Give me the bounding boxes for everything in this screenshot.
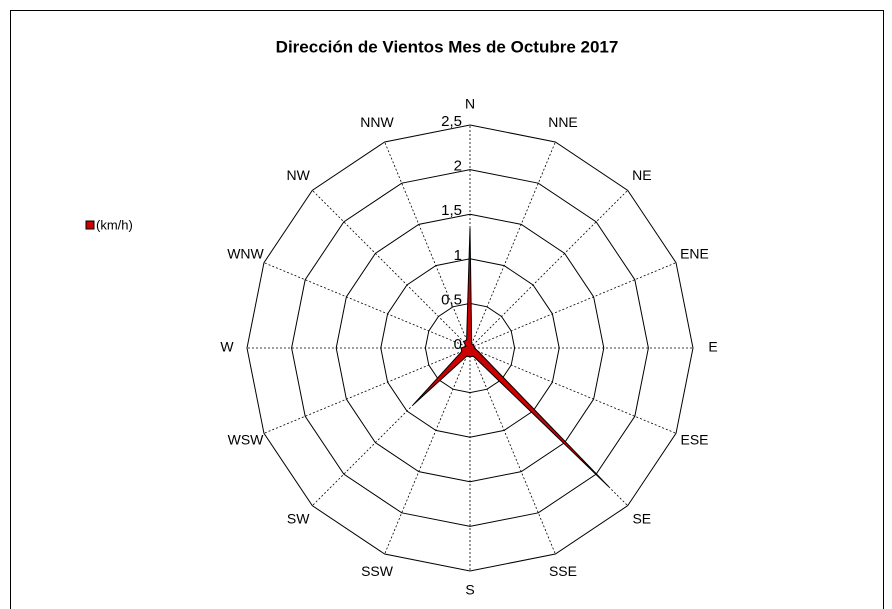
category-label: SW: [287, 511, 310, 527]
r-tick-label: 0: [454, 336, 462, 353]
chart-title: Dirección de Vientos Mes de Octubre 2017: [276, 37, 619, 56]
legend-label: (km/h): [96, 217, 133, 232]
r-tick-label: 2: [454, 158, 462, 175]
category-label: NW: [287, 167, 311, 183]
category-label: ESE: [680, 432, 708, 448]
category-label: WNW: [227, 246, 264, 262]
category-label: WSW: [228, 432, 265, 448]
legend-swatch: [85, 220, 95, 230]
category-label: ENE: [680, 246, 709, 262]
category-label: SSW: [361, 563, 394, 579]
category-label: W: [220, 339, 234, 355]
chart-frame: [10, 10, 884, 609]
grid-ring: [246, 124, 694, 572]
category-label: NE: [632, 167, 651, 183]
spoke: [469, 190, 628, 349]
r-tick-label: 1,5: [441, 202, 462, 219]
spoke: [263, 347, 471, 434]
spoke: [469, 347, 677, 434]
category-label: NNW: [360, 114, 394, 130]
r-tick-label: 2,5: [441, 113, 462, 130]
category-label: NNE: [548, 114, 578, 130]
spoke: [384, 347, 471, 555]
r-tick-label: 1: [454, 247, 462, 264]
series-area: [412, 227, 610, 488]
category-label: S: [465, 582, 474, 598]
spoke: [469, 347, 556, 555]
category-label: SE: [632, 511, 651, 527]
spoke: [384, 141, 471, 349]
r-tick-label: 0,5: [441, 291, 462, 308]
spoke: [312, 190, 471, 349]
category-label: N: [465, 96, 475, 112]
category-label: E: [708, 339, 717, 355]
spoke: [263, 262, 471, 349]
category-label: SSE: [549, 563, 577, 579]
grid-ring: [291, 169, 649, 527]
spoke: [469, 141, 556, 349]
spoke: [469, 262, 677, 349]
